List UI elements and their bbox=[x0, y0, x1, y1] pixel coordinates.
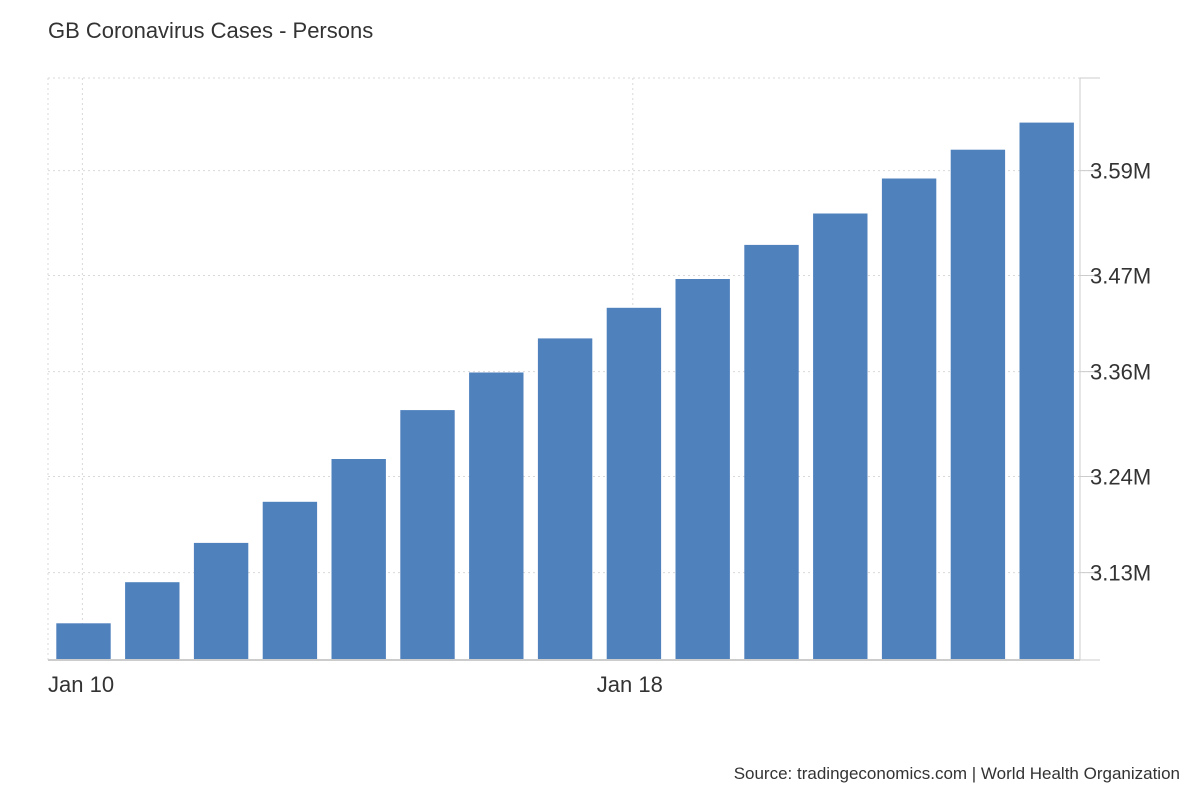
bar bbox=[950, 149, 1006, 660]
bar bbox=[744, 244, 799, 660]
bar bbox=[881, 178, 937, 660]
bar bbox=[606, 307, 662, 660]
bar bbox=[813, 213, 868, 660]
y-tick-label: 3.13M bbox=[1090, 561, 1151, 586]
y-tick-label: 3.36M bbox=[1090, 360, 1151, 385]
bar bbox=[537, 338, 593, 660]
bar bbox=[469, 372, 524, 660]
x-tick-label: Jan 10 bbox=[48, 672, 114, 697]
x-tick-label: Jan 18 bbox=[597, 672, 663, 697]
bar-series bbox=[56, 122, 1074, 661]
bar bbox=[400, 410, 455, 660]
bar bbox=[56, 623, 111, 660]
source-note: Source: tradingeconomics.com | World Hea… bbox=[733, 764, 1180, 783]
bar bbox=[193, 542, 249, 660]
bar bbox=[125, 582, 180, 660]
y-tick-label: 3.24M bbox=[1090, 464, 1151, 489]
bar bbox=[262, 501, 318, 660]
bar bbox=[1019, 122, 1074, 661]
y-tick-label: 3.59M bbox=[1090, 159, 1151, 184]
bar bbox=[675, 279, 730, 660]
axis-labels: 3.13M 3.24M 3.36M 3.47M 3.59M Jan 10 Jan 18 bbox=[48, 159, 1151, 697]
axes bbox=[48, 77, 1100, 661]
bar bbox=[331, 459, 386, 660]
chart-title: GB Coronavirus Cases - Persons bbox=[48, 18, 374, 43]
y-tick-label: 3.47M bbox=[1090, 263, 1151, 288]
